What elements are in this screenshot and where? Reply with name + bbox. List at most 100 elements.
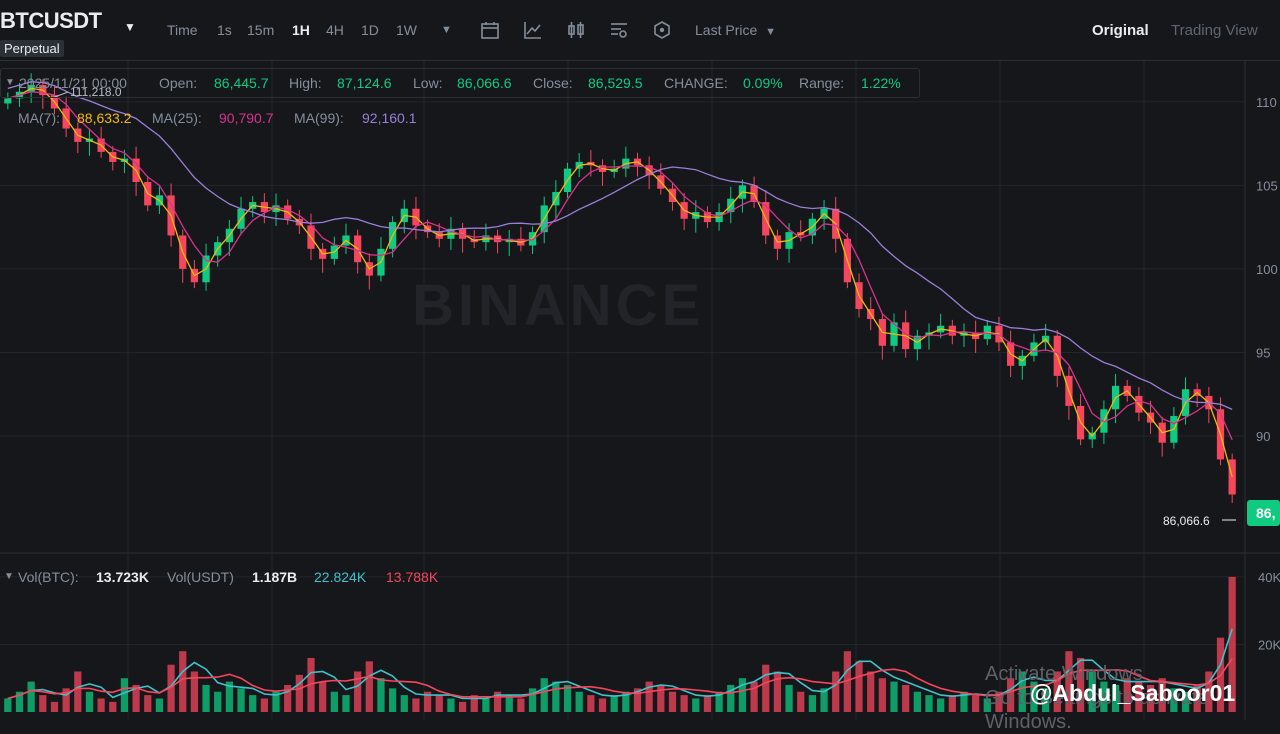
volume-bar bbox=[1007, 678, 1015, 712]
volume-bar bbox=[39, 695, 47, 712]
volume-bar bbox=[785, 684, 793, 712]
collapse-chevron-icon[interactable]: ▼ bbox=[4, 571, 14, 582]
volume-tick-label: 20K bbox=[1258, 637, 1280, 652]
volume-bar bbox=[1228, 576, 1236, 712]
volume-bar bbox=[237, 688, 245, 712]
indicator-icon[interactable] bbox=[523, 20, 543, 40]
volume-bar bbox=[97, 698, 105, 712]
vol-usdt-label: Vol(USDT) bbox=[167, 569, 234, 585]
price-type-label: Last Price bbox=[695, 22, 758, 38]
price-tick-label: 95 bbox=[1256, 345, 1270, 360]
volume-bar bbox=[458, 701, 467, 712]
volume-bar bbox=[493, 691, 502, 712]
vol-btc-value: 13.723K bbox=[96, 569, 149, 585]
volume-bar bbox=[1053, 671, 1061, 712]
volume-bar bbox=[377, 678, 385, 712]
vol-btc-label: Vol(BTC): bbox=[18, 569, 79, 585]
volume-bar bbox=[1181, 691, 1190, 712]
volume-bar bbox=[1123, 678, 1131, 712]
volume-bar bbox=[995, 691, 1003, 712]
volume-bar bbox=[552, 681, 560, 712]
volume-bar bbox=[1146, 684, 1155, 712]
calendar-icon[interactable] bbox=[480, 20, 500, 40]
volume-bar bbox=[575, 691, 583, 712]
activation-title: Activate Windows bbox=[985, 663, 1143, 685]
volume-bar bbox=[1135, 681, 1143, 712]
volume-bar bbox=[225, 681, 233, 712]
timeframe-dropdown-icon[interactable]: ▼ bbox=[441, 24, 452, 36]
volume-bar bbox=[692, 698, 700, 712]
volume-bar bbox=[400, 695, 408, 712]
vol-ma5-line bbox=[7, 628, 1233, 700]
volume-bar bbox=[645, 681, 653, 712]
volume-bar bbox=[843, 651, 851, 712]
volume-bar bbox=[50, 701, 59, 712]
tf-1h[interactable]: 1H bbox=[292, 22, 310, 38]
volume-bar bbox=[202, 684, 210, 712]
volume-bar bbox=[587, 695, 595, 712]
ma99-line bbox=[7, 81, 1233, 410]
volume-bar bbox=[913, 691, 921, 712]
ma7-value: 88,633.2 bbox=[77, 110, 132, 126]
view-tradingview-tab[interactable]: Trading View bbox=[1171, 22, 1258, 39]
volume-bar bbox=[1193, 684, 1201, 712]
change-label: CHANGE: bbox=[664, 75, 728, 91]
settings-icon[interactable] bbox=[609, 20, 629, 40]
candle-type-icon[interactable] bbox=[566, 20, 586, 40]
volume-bar bbox=[260, 698, 268, 712]
volume-bar bbox=[365, 661, 373, 712]
price-type-select[interactable]: Last Price ▼ bbox=[695, 22, 776, 38]
volume-bar bbox=[890, 681, 898, 712]
tf-15m[interactable]: 15m bbox=[247, 22, 275, 38]
volume-bar bbox=[284, 684, 292, 712]
volume-bar bbox=[517, 698, 525, 712]
volume-bar bbox=[120, 678, 129, 712]
symbol-title[interactable]: BTCUSDT bbox=[0, 8, 102, 33]
volume-bar bbox=[15, 691, 24, 712]
tf-4h[interactable]: 4H bbox=[326, 22, 344, 38]
high-value: 87,124.6 bbox=[337, 75, 392, 91]
volume-bar bbox=[342, 695, 350, 712]
chevron-down-icon[interactable]: ▼ bbox=[124, 20, 136, 34]
collapse-chevron-icon[interactable]: ▼ bbox=[5, 77, 15, 88]
volume-bar bbox=[703, 695, 712, 712]
current-price-tag-bg bbox=[1247, 500, 1280, 526]
volume-bar bbox=[540, 678, 548, 712]
min-price-annotation: 86,066.6 bbox=[1163, 514, 1210, 528]
current-price-tag: 86, bbox=[1256, 505, 1275, 521]
volume-bar bbox=[1111, 684, 1120, 712]
volume-bar bbox=[4, 698, 12, 712]
ma25-value: 90,790.7 bbox=[219, 110, 274, 126]
candle-body bbox=[4, 98, 12, 104]
volume-bar bbox=[27, 681, 35, 712]
volume-bar bbox=[948, 695, 956, 712]
volume-bar bbox=[983, 698, 991, 712]
chevron-down-icon: ▼ bbox=[765, 26, 777, 38]
volume-bar bbox=[214, 691, 222, 712]
chart-toolbar: BTCUSDT ▼ Perpetual Time 1s 15m 1H 4H 1D… bbox=[0, 0, 1280, 61]
tf-1w[interactable]: 1W bbox=[396, 22, 417, 38]
ma99-value: 92,160.1 bbox=[362, 110, 417, 126]
low-value: 86,066.6 bbox=[457, 75, 512, 91]
volume-bar bbox=[1158, 678, 1166, 712]
ma25-line bbox=[7, 91, 1233, 441]
volume-bar bbox=[144, 695, 152, 712]
volume-bar bbox=[179, 651, 187, 712]
range-label: Range: bbox=[799, 75, 845, 91]
tf-1s[interactable]: 1s bbox=[217, 22, 232, 38]
hexagon-icon[interactable] bbox=[652, 20, 672, 40]
volume-bar bbox=[528, 688, 537, 712]
volume-bar bbox=[505, 695, 513, 712]
binance-watermark: BINANCE bbox=[412, 273, 705, 338]
volume-bar bbox=[925, 695, 933, 712]
ma7-label: MA(7): bbox=[18, 110, 60, 126]
volume-bar bbox=[389, 688, 397, 712]
max-price-annotation: 111,218.0 bbox=[70, 85, 122, 99]
tf-time[interactable]: Time bbox=[167, 22, 198, 38]
price-tick-label: 110 bbox=[1256, 95, 1277, 110]
volume-bar bbox=[74, 671, 82, 712]
view-original-tab[interactable]: Original bbox=[1092, 22, 1149, 39]
volume-bar bbox=[563, 684, 572, 712]
tf-1d[interactable]: 1D bbox=[361, 22, 379, 38]
